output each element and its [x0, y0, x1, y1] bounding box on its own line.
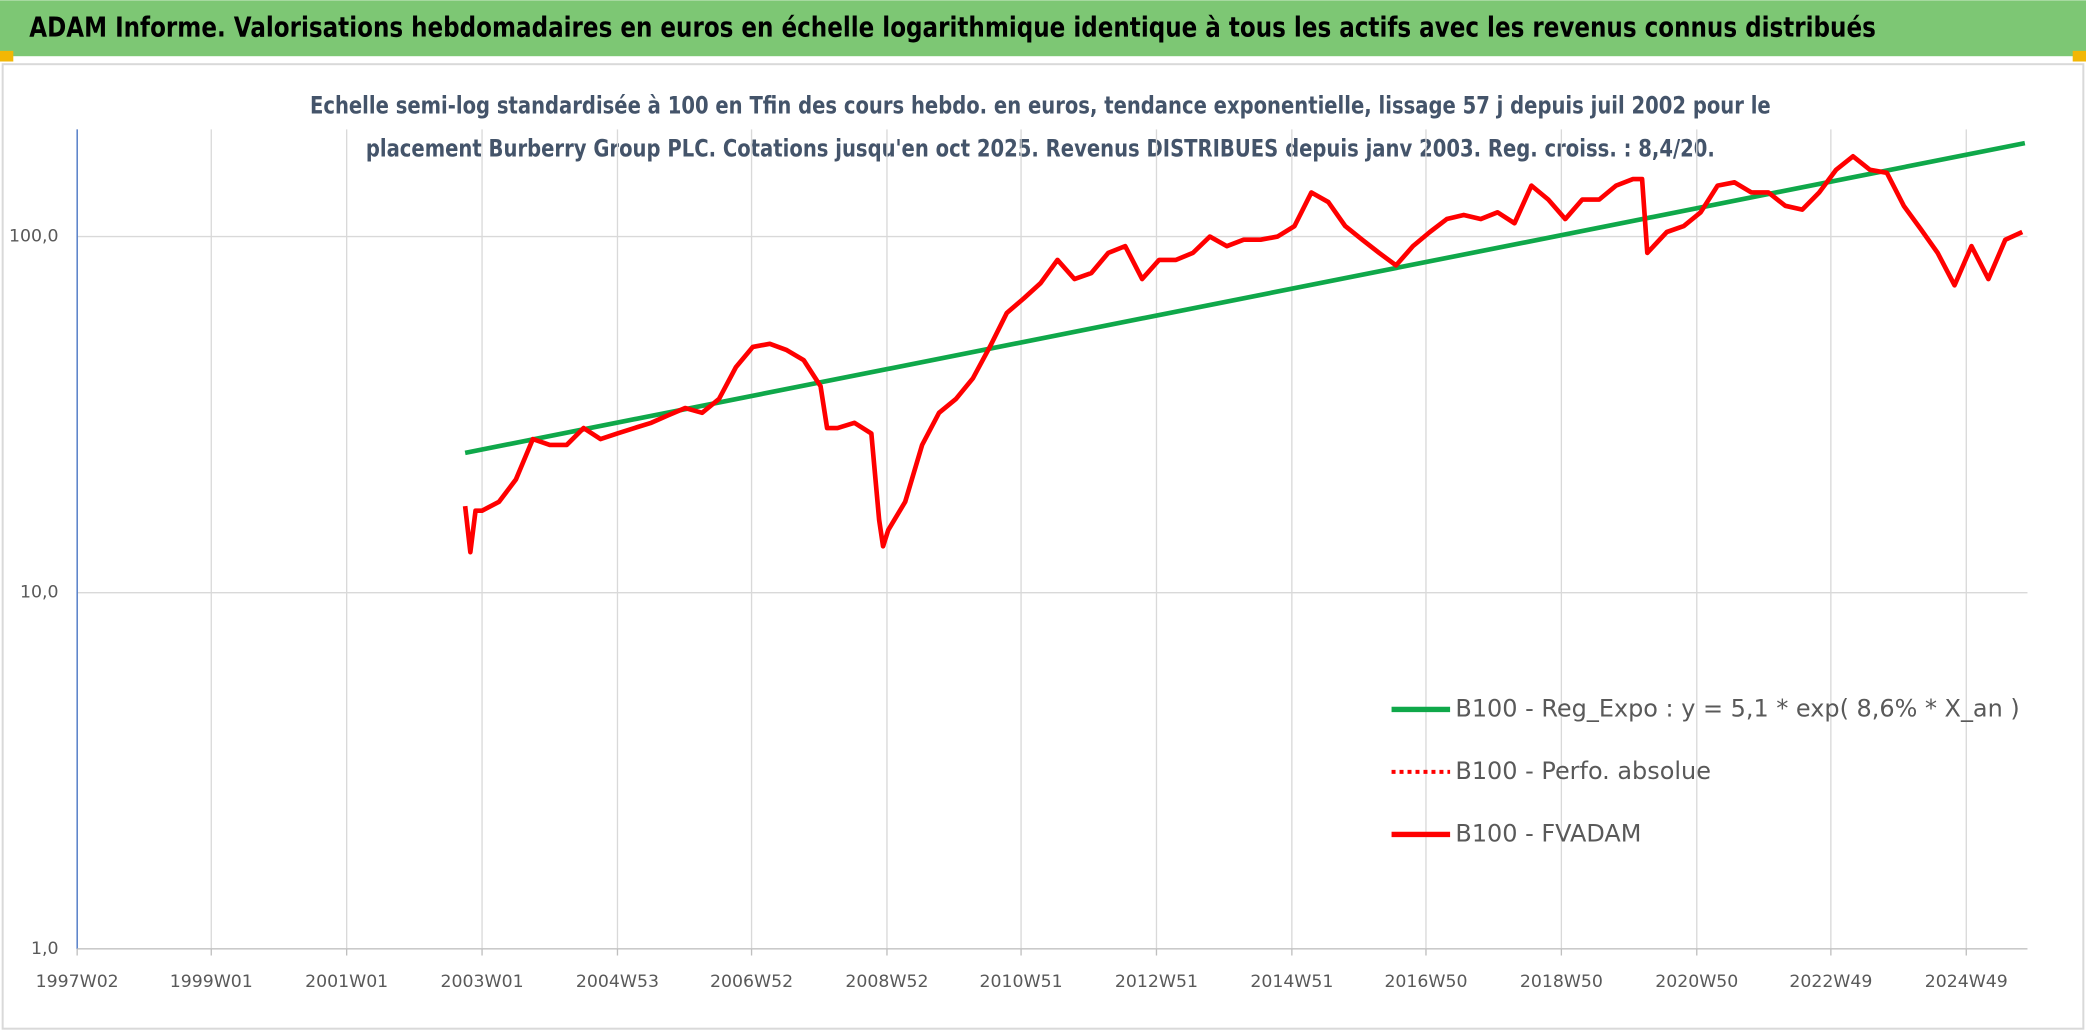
x-tick-label: 1999W01	[170, 972, 253, 992]
x-tick-label: 2008W52	[845, 972, 928, 992]
chart-subtitle: Echelle semi-log standardisée à 100 en T…	[310, 92, 1771, 120]
corner-mark	[0, 50, 14, 62]
corner-mark	[2072, 50, 2086, 62]
y-tick-label: 10,0	[20, 583, 58, 603]
header-band	[0, 0, 2086, 57]
x-tick-label: 2014W51	[1250, 972, 1333, 992]
header-title: ADAM Informe. Valorisations hebdomadaire…	[29, 10, 1876, 43]
x-tick-label: 2006W52	[710, 972, 793, 992]
x-tick-label: 1997W02	[36, 972, 119, 992]
legend-label: B100 - Perfo. absolue	[1455, 757, 1711, 785]
y-tick-label: 100,0	[9, 227, 58, 247]
series-line	[462, 154, 2024, 555]
x-tick-label: 2001W01	[305, 972, 388, 992]
x-tick-label: 2010W51	[980, 972, 1063, 992]
x-tick-label: 2016W50	[1384, 972, 1467, 992]
chart-frame	[1, 63, 2085, 1030]
x-tick-label: 2024W49	[1925, 972, 2008, 992]
x-tick-label: 2012W51	[1115, 972, 1198, 992]
x-tick-label: 2003W01	[441, 972, 524, 992]
x-tick-label: 2022W49	[1789, 972, 1872, 992]
chart-subtitle: placement Burberry Group PLC. Cotations …	[366, 134, 1715, 162]
legend-label: B100 - Reg_Expo : y = 5,1 * exp( 8,6% * …	[1455, 694, 2019, 722]
y-tick-label: 1,0	[31, 939, 58, 959]
x-tick-label: 2004W53	[576, 972, 659, 992]
x-tick-label: 2020W50	[1655, 972, 1738, 992]
x-tick-label: 2018W50	[1520, 972, 1603, 992]
legend-label: B100 - FVADAM	[1455, 819, 1641, 847]
